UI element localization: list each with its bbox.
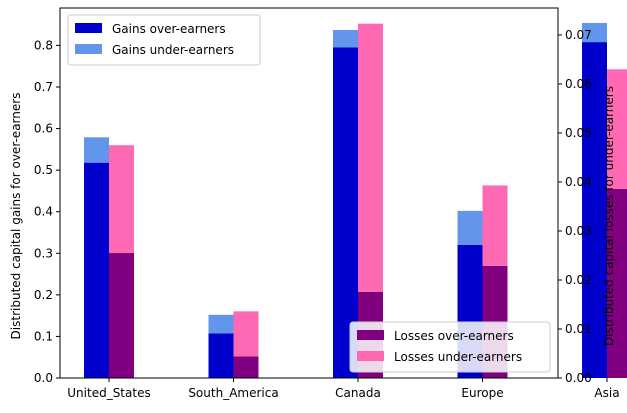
right-axis-ticks: 0.00 0.01 0.02 0.03 0.04 0.05 0.06 0.07 (558, 28, 592, 385)
bar-losses-under-earners (233, 311, 259, 357)
legend-label: Losses over-earners (394, 329, 514, 343)
right-tick-label: 0.04 (565, 175, 592, 189)
left-tick-label: 0.4 (34, 205, 53, 219)
bar-gains-over-earners (582, 42, 607, 379)
x-tick-label: Canada (335, 386, 381, 400)
right-tick-label: 0.02 (565, 273, 592, 287)
x-tick-label: Asia (594, 386, 619, 400)
bar-losses-over-earners (233, 356, 259, 378)
bar-gains-under-earners (84, 137, 109, 163)
right-tick-label: 0.01 (565, 322, 592, 336)
legend-swatch (357, 351, 384, 361)
x-axis-ticks: United_States South_America Canada Europe As… (67, 378, 620, 400)
bar-gains-under-earners (582, 22, 607, 43)
bar-losses-under-earners (482, 185, 508, 266)
left-axis-label: Distributed capital gains for over-earne… (9, 93, 23, 340)
legend-swatch (357, 330, 384, 340)
legend-box (349, 321, 551, 373)
bar-losses-under-earners (109, 145, 134, 254)
bar-gains-under-earners (208, 314, 234, 334)
bar-gains-over-earners (84, 162, 109, 378)
left-tick-label: 0.3 (34, 246, 53, 260)
left-tick-label: 0.5 (34, 163, 53, 177)
legend-losses: Losses over-earners Losses under-earners (349, 321, 551, 373)
legend-label: Gains over-earners (112, 22, 226, 36)
bar-gains-over-earners (208, 333, 234, 378)
right-tick-label: 0.05 (565, 126, 592, 140)
right-tick-label: 0.03 (565, 224, 592, 238)
right-tick-label: 0.06 (565, 77, 592, 91)
bar-gains-under-earners (457, 210, 483, 245)
right-axis-label: Distributed capital losses for under-ear… (602, 86, 616, 346)
legend-label: Losses under-earners (394, 350, 522, 364)
left-tick-label: 0.6 (34, 122, 53, 136)
x-tick-label: United_States (67, 386, 150, 400)
x-tick-label: South_America (188, 386, 278, 400)
left-axis-ticks: 0.0 0.1 0.2 0.3 0.4 0.5 0.6 0.7 0.8 (34, 38, 60, 385)
bar-losses-over-earners (109, 253, 134, 378)
left-tick-label: 0.2 (34, 288, 53, 302)
legend-gains: Gains over-earners Gains under-earners (67, 14, 261, 66)
plot-frame (59, 7, 559, 379)
left-tick-label: 0.7 (34, 80, 53, 94)
bars-layer (84, 22, 627, 379)
right-tick-label: 0.00 (565, 371, 592, 385)
left-tick-label: 0.1 (34, 329, 53, 343)
left-tick-label: 0.0 (34, 371, 53, 385)
x-tick-label: Europe (461, 386, 503, 400)
legend-label: Gains under-earners (112, 43, 234, 57)
legend-swatch (75, 23, 102, 33)
bar-losses-under-earners (607, 69, 627, 189)
bar-losses-over-earners (607, 188, 627, 378)
bar-gains-under-earners (333, 30, 358, 48)
right-tick-label: 0.07 (565, 28, 592, 42)
legend-box (67, 14, 261, 66)
legend-swatch (75, 44, 102, 54)
bar-losses-under-earners (358, 23, 383, 292)
left-tick-label: 0.8 (34, 38, 53, 52)
